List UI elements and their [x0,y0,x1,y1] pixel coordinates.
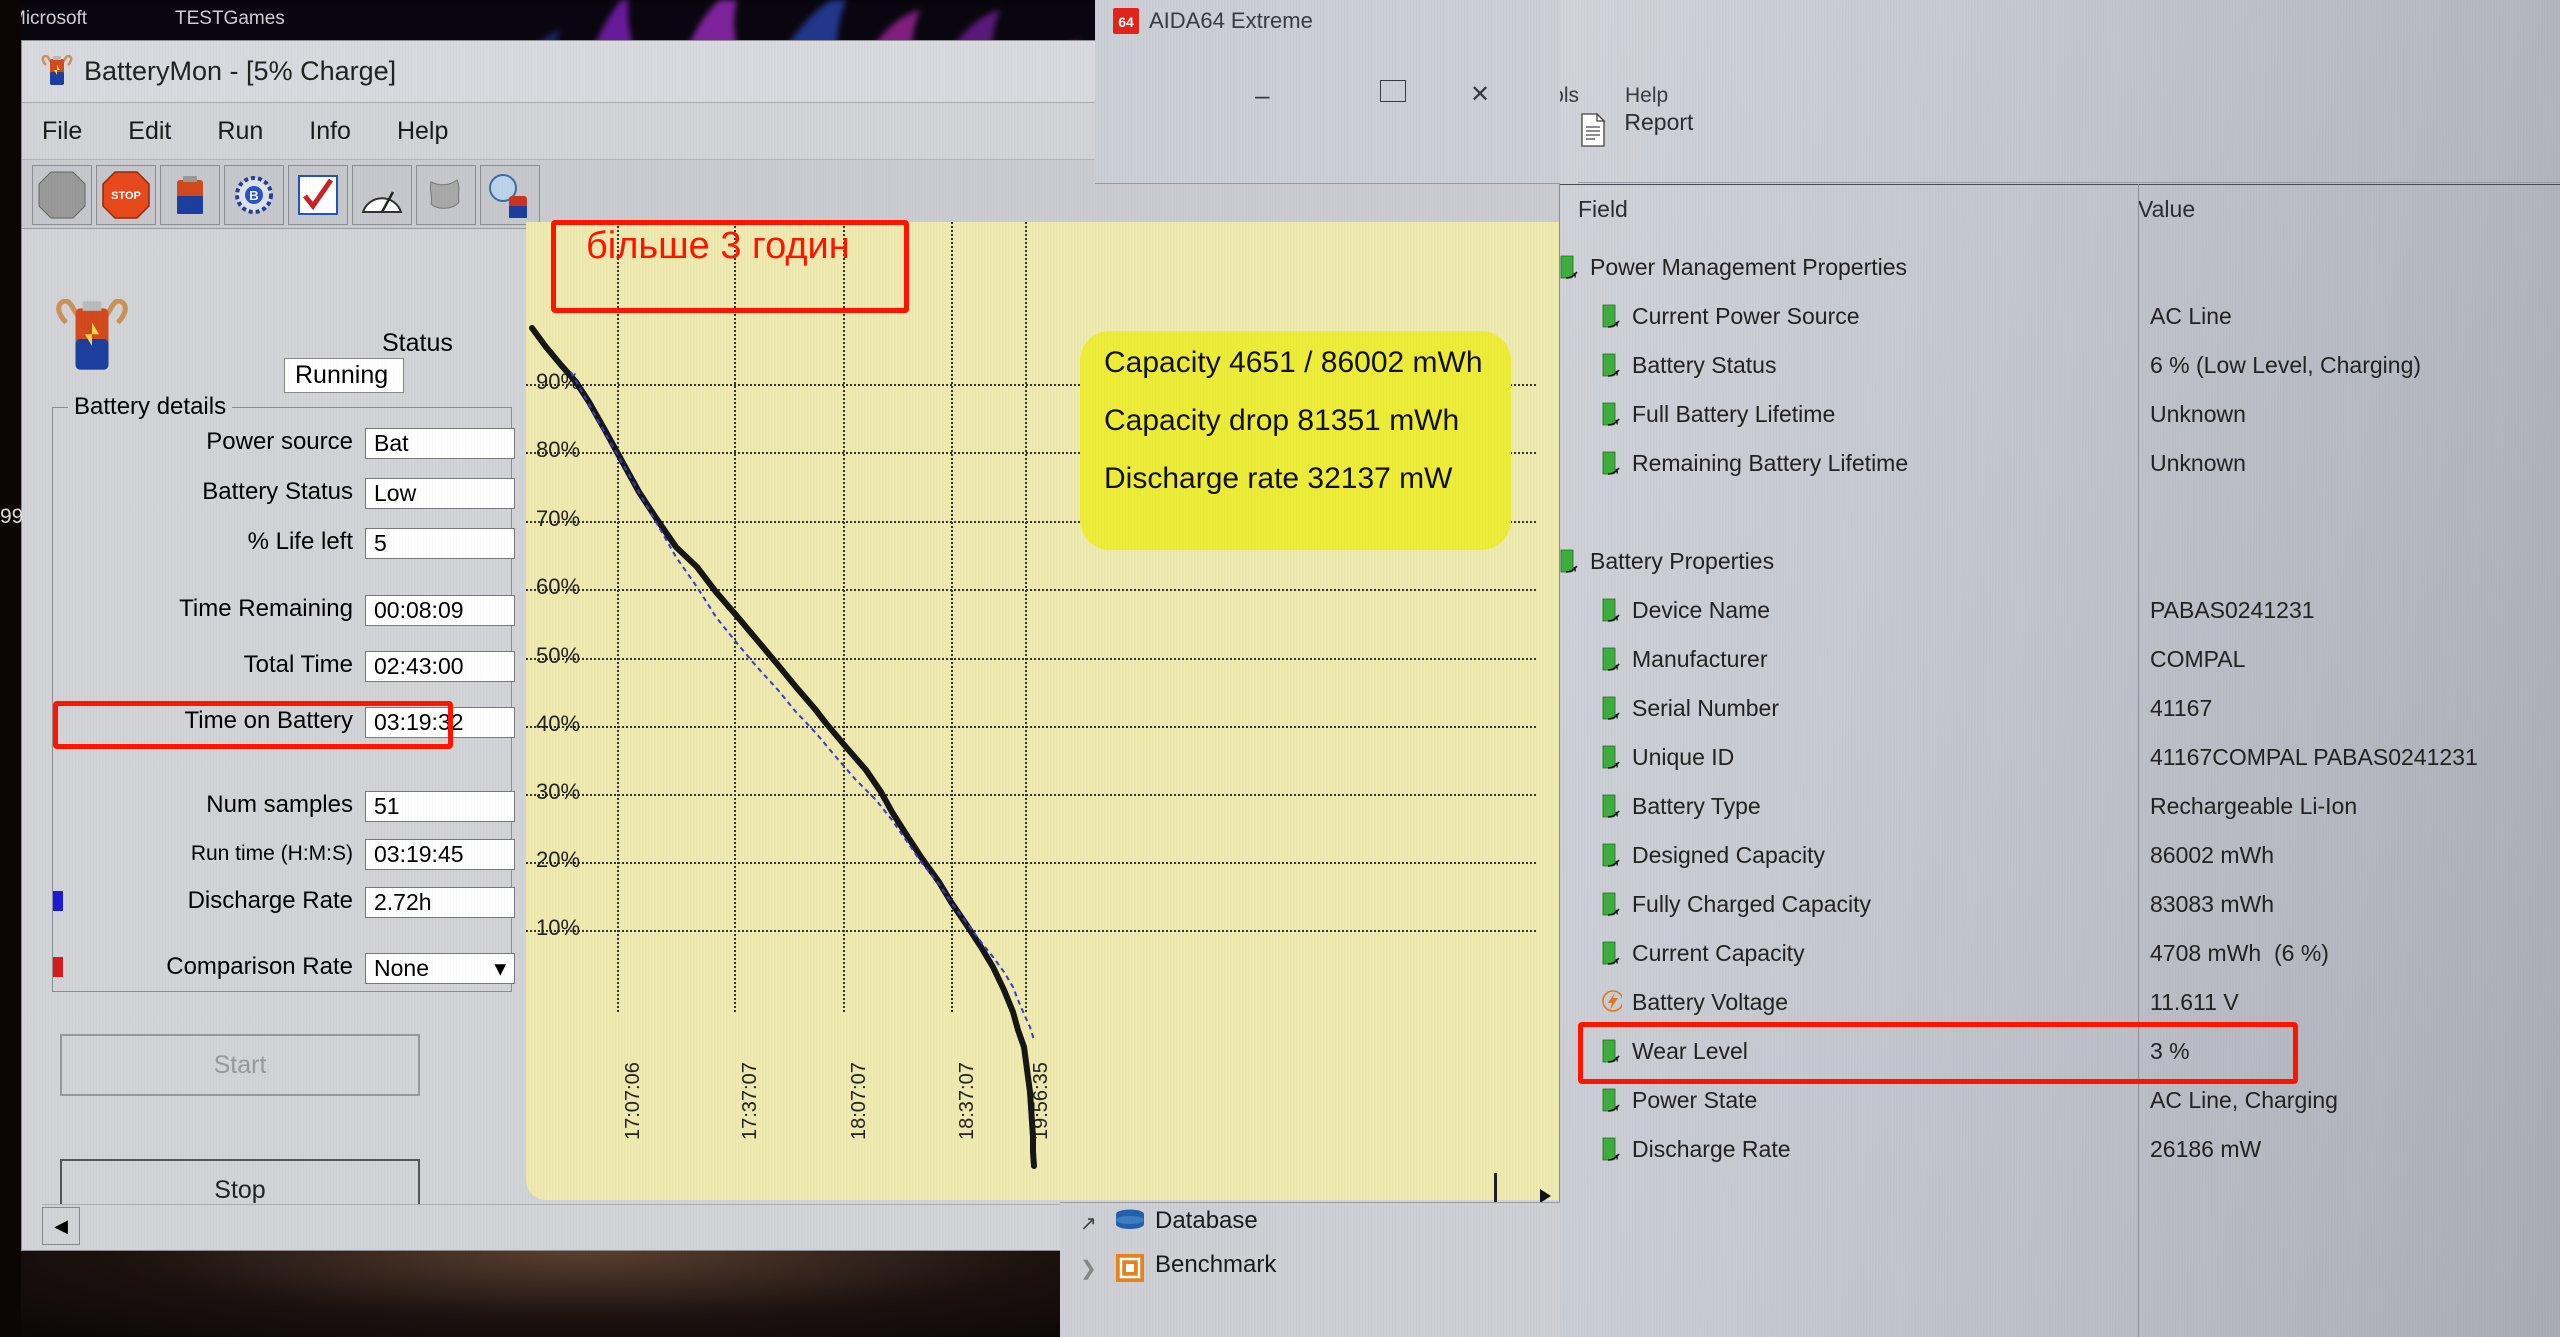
svg-text:STOP: STOP [111,190,141,202]
svg-text:64: 64 [1118,14,1134,30]
svg-text:B: B [249,188,258,203]
